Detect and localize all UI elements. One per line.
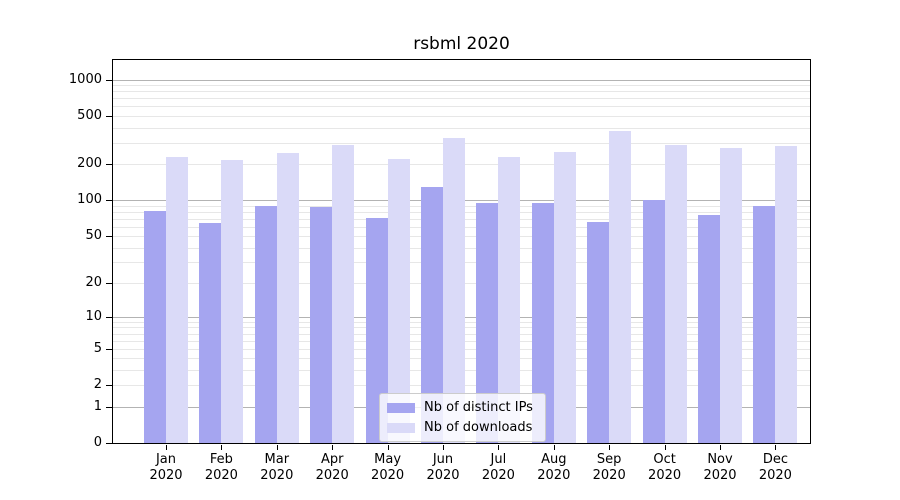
x-tick-mark (443, 445, 444, 450)
plot-area (112, 59, 811, 444)
minor-gridline (113, 98, 810, 100)
x-axis-tick-label: Jan 2020 (149, 452, 183, 483)
bar-distinct-ips (199, 223, 222, 443)
y-tick-mark (106, 115, 112, 117)
x-tick-mark (775, 445, 777, 450)
bar-downloads (221, 160, 244, 443)
y-axis-tick-label: 20 (85, 274, 102, 290)
y-axis-tick-label: 500 (77, 107, 102, 123)
y-axis-tick-label: 200 (77, 156, 102, 171)
y-tick-mark (106, 236, 112, 238)
minor-gridline (113, 91, 810, 93)
bar-downloads (553, 152, 576, 443)
bar-downloads (276, 153, 299, 443)
x-axis-tick-label: Mar 2020 (260, 452, 294, 483)
bar-distinct-ips (310, 206, 333, 443)
bar-downloads (498, 156, 521, 443)
major-gridline (113, 79, 810, 81)
bar-distinct-ips (753, 205, 776, 443)
x-axis-tick-label: Sep 2020 (592, 452, 626, 483)
bar-distinct-ips (642, 200, 665, 443)
bar-distinct-ips (476, 202, 499, 443)
legend-entry-distinct-ips: Nb of distinct IPs (387, 400, 537, 415)
y-tick-mark (106, 282, 112, 284)
bar-distinct-ips (698, 215, 720, 443)
y-tick-mark (106, 406, 112, 408)
x-axis-tick-label: Nov 2020 (703, 452, 737, 483)
x-tick-mark (221, 445, 223, 450)
minor-gridline (113, 106, 810, 108)
y-axis-tick-label: 100 (77, 192, 102, 208)
x-axis-tick-label: Jul 2020 (481, 452, 515, 483)
legend-label-downloads: Nb of downloads (424, 420, 533, 435)
bar-distinct-ips (531, 202, 554, 443)
y-axis-tick-label: 10 (85, 308, 102, 324)
minor-gridline (113, 85, 810, 87)
y-axis-tick-label: 5 (93, 340, 102, 356)
y-axis-tick-label: 50 (85, 228, 102, 244)
bar-downloads (332, 144, 355, 443)
bar-downloads (664, 145, 687, 443)
bar-downloads (166, 157, 188, 443)
x-axis-tick-label: Dec 2020 (758, 452, 792, 483)
x-tick-mark (498, 445, 500, 450)
y-axis-tick-label: 2 (93, 377, 102, 393)
y-axis-tick-label: 1 (93, 398, 102, 414)
y-tick-mark (106, 443, 112, 444)
minor-gridline (113, 115, 810, 117)
bar-downloads (775, 146, 798, 443)
x-tick-mark (332, 445, 334, 450)
bar-downloads (443, 137, 465, 443)
x-tick-mark (664, 445, 666, 450)
y-axis-tick-label: 1000 (68, 71, 102, 87)
x-tick-mark (166, 445, 167, 450)
x-axis-tick-label: Aug 2020 (537, 452, 571, 483)
y-tick-mark (106, 79, 112, 81)
y-axis-tick-label: 0 (93, 435, 102, 450)
legend-swatch-downloads (387, 422, 415, 433)
bar-distinct-ips (144, 211, 166, 443)
bar-downloads (720, 147, 742, 443)
bar-downloads (387, 158, 410, 443)
bar-distinct-ips (587, 221, 610, 443)
bar-distinct-ips (421, 186, 443, 443)
x-axis-tick-label: Apr 2020 (315, 452, 349, 483)
legend: Nb of distinct IPs Nb of downloads (379, 393, 546, 442)
x-tick-mark (387, 445, 389, 450)
legend-swatch-distinct-ips (387, 402, 415, 413)
x-tick-mark (276, 445, 278, 450)
x-axis-tick-label: Oct 2020 (648, 452, 682, 483)
legend-label-distinct-ips: Nb of distinct IPs (424, 400, 533, 415)
minor-gridline (113, 127, 810, 129)
bar-distinct-ips (254, 205, 277, 443)
x-tick-mark (609, 445, 611, 450)
x-tick-mark (720, 445, 721, 450)
y-tick-mark (106, 164, 112, 165)
y-tick-mark (106, 316, 112, 318)
bar-downloads (609, 131, 632, 443)
y-tick-mark (106, 200, 112, 202)
chart-title: rsbml 2020 (413, 34, 510, 54)
y-tick-mark (106, 385, 112, 387)
x-axis-tick-label: May 2020 (371, 452, 405, 483)
x-axis-tick-label: Jun 2020 (426, 452, 460, 483)
legend-entry-downloads: Nb of downloads (387, 420, 537, 435)
y-tick-mark (106, 348, 112, 350)
x-tick-mark (553, 445, 555, 450)
bar-distinct-ips (365, 218, 388, 443)
x-axis-tick-label: Feb 2020 (204, 452, 238, 483)
